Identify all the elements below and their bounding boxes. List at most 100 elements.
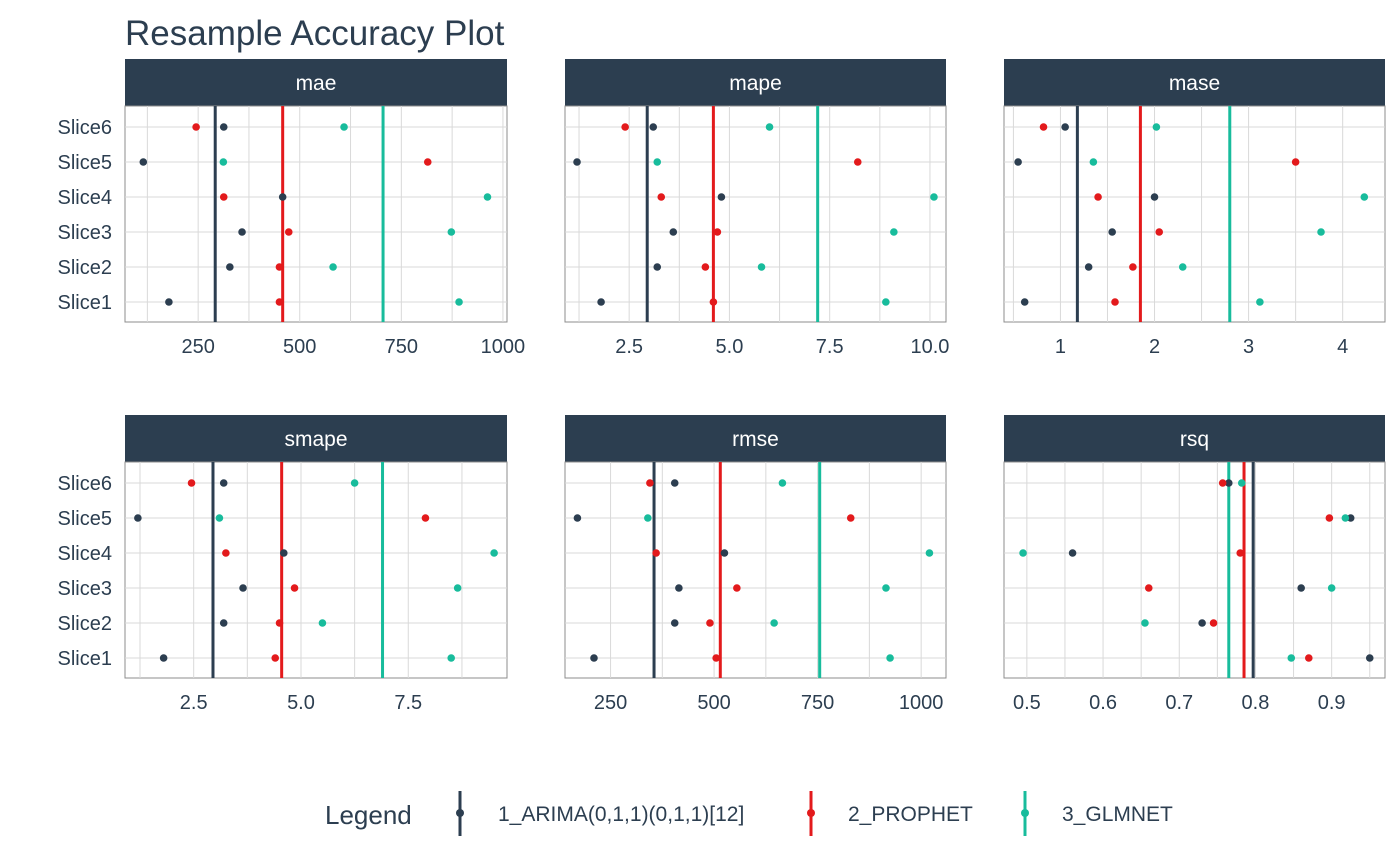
facet-strip-label: mase — [1169, 72, 1220, 95]
x-tick-label: 500 — [283, 336, 316, 358]
data-point — [1305, 654, 1313, 662]
data-point — [1218, 479, 1227, 487]
data-point — [1287, 654, 1296, 662]
data-point — [720, 549, 729, 557]
data-point — [1327, 584, 1336, 592]
facet-strip-label: mae — [296, 72, 337, 95]
data-point — [717, 193, 726, 201]
data-point — [675, 584, 683, 592]
data-point — [455, 298, 463, 306]
data-point — [1150, 193, 1159, 201]
data-point — [1108, 228, 1116, 236]
data-point — [329, 263, 337, 271]
data-point — [882, 584, 890, 592]
data-point — [1039, 123, 1048, 131]
data-point — [219, 619, 228, 627]
facet-strip-rmse — [565, 415, 946, 462]
data-point — [1111, 298, 1119, 306]
data-point — [590, 654, 598, 662]
data-point — [275, 619, 284, 627]
y-tick-label: Slice5 — [58, 508, 112, 530]
data-point — [1061, 123, 1069, 131]
facet-mape: mape 2.5 5.0 7.5 10.0 — [564, 59, 949, 358]
data-point — [318, 619, 327, 627]
data-point — [621, 123, 629, 131]
data-point — [239, 584, 247, 592]
facets-layer: mae 250 500 750 1000 Slice1 Slice2 Slice3 Slice4… — [58, 59, 1386, 714]
x-tick-label: 750 — [801, 692, 834, 714]
x-tick-label: 500 — [697, 692, 730, 714]
data-point — [713, 228, 722, 236]
x-tick-label: 250 — [594, 692, 627, 714]
facet-strip-rsq — [1004, 415, 1385, 462]
data-point — [653, 263, 662, 271]
data-point — [219, 158, 228, 166]
legend-key-point — [456, 809, 464, 817]
facet-strip-mae — [125, 59, 507, 106]
data-point — [853, 158, 862, 166]
y-tick-label: Slice6 — [58, 117, 112, 139]
y-tick-label: Slice4 — [58, 187, 112, 209]
data-point — [1325, 514, 1334, 522]
data-point — [1144, 584, 1153, 592]
y-tick-label: Slice1 — [58, 292, 112, 314]
data-point — [657, 193, 666, 201]
data-point — [1256, 298, 1264, 306]
data-point — [192, 123, 200, 131]
data-point — [652, 549, 660, 557]
legend-item: 2_PROPHET — [807, 791, 973, 836]
data-point — [219, 123, 228, 131]
x-tick-label: 7.5 — [816, 336, 844, 358]
data-point — [573, 158, 581, 166]
data-point — [653, 158, 662, 166]
data-point — [644, 514, 652, 522]
data-point — [770, 619, 778, 627]
facet-panel-mase — [1003, 105, 1386, 323]
data-point — [709, 298, 718, 306]
data-point — [219, 479, 228, 487]
data-point — [1365, 654, 1374, 662]
data-point — [1209, 619, 1218, 627]
data-point — [890, 228, 898, 236]
legend-key-point — [1021, 809, 1029, 817]
legend-item: 1_ARIMA(0,1,1)(0,1,1)[12] — [456, 791, 744, 836]
data-point — [1297, 584, 1305, 592]
legend: Legend 1_ARIMA(0,1,1)(0,1,1)[12] 2_PROPHE… — [325, 791, 1173, 836]
facet-mae: mae 250 500 750 1000 Slice1 Slice2 Slice3 Slice4… — [58, 59, 525, 358]
data-point — [219, 193, 228, 201]
y-tick-label: Slice6 — [58, 473, 112, 495]
data-point — [490, 549, 498, 557]
y-tick-label: Slice2 — [58, 613, 112, 635]
x-tick-label: 5.0 — [716, 336, 744, 358]
y-tick-label: Slice1 — [58, 648, 112, 670]
facet-smape: smape 2.5 5.0 7.5 Slice1 Slice2 Slice3 Slice4 Sl… — [58, 415, 508, 714]
data-point — [1019, 549, 1027, 557]
data-point — [226, 263, 234, 271]
facet-strip-label: smape — [284, 428, 347, 451]
legend-label: 3_GLMNET — [1062, 803, 1173, 826]
data-point — [134, 514, 142, 522]
data-point — [1236, 549, 1245, 557]
data-point — [1084, 263, 1093, 271]
facet-rmse: rmse 250 500 750 1000 — [564, 415, 947, 714]
data-point — [284, 228, 293, 236]
x-tick-label: 2.5 — [180, 692, 208, 714]
x-tick-label: 1000 — [899, 692, 944, 714]
data-point — [280, 549, 288, 557]
facet-strip-label: mape — [729, 72, 782, 95]
data-point — [712, 654, 720, 662]
x-tick-label: 250 — [181, 336, 214, 358]
data-point — [649, 123, 658, 131]
data-point — [1178, 263, 1187, 271]
data-point — [778, 479, 787, 487]
data-point — [1129, 263, 1137, 271]
facet-mase: mase 1 2 3 4 — [1003, 59, 1386, 358]
chart-title: Resample Accuracy Plot — [125, 14, 505, 53]
facet-strip-label: rsq — [1180, 428, 1209, 451]
legend-item: 3_GLMNET — [1021, 791, 1173, 836]
x-tick-label: 7.5 — [394, 692, 422, 714]
facet-rsq: rsq 0.5 0.6 0.7 0.8 0.9 — [1003, 415, 1386, 714]
legend-title: Legend — [325, 800, 412, 830]
x-tick-label: 0.8 — [1242, 692, 1270, 714]
data-point — [159, 654, 168, 662]
